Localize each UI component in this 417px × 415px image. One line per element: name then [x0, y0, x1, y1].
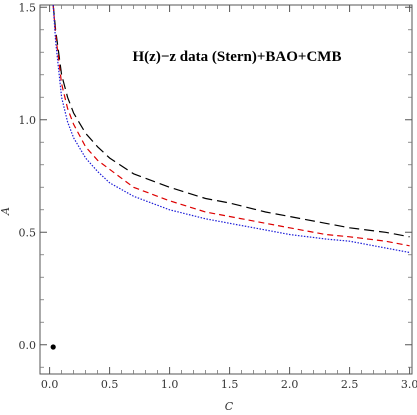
x-tick-label: 1.0: [161, 378, 179, 391]
x-tick-label: 0.0: [41, 378, 59, 391]
chart-title: H(z)−z data (Stern)+BAO+CMB: [133, 49, 342, 65]
points-layer: [50, 344, 56, 350]
ticks-layer: 0.0 0.5 1.0 1.5 2.0 2.5 3.0 0.0 0.5 1.0 1.5: [19, 1, 417, 391]
x-tick-label: 0.5: [101, 378, 119, 391]
plot-frame: [39, 4, 413, 375]
data-point-1: [50, 344, 56, 350]
y-tick-label: 0.5: [19, 226, 37, 239]
series-line-1: [52, 5, 410, 238]
series-layer: [52, 5, 410, 254]
y-tick-label: 1.0: [19, 114, 37, 127]
y-tick-label: 0.0: [19, 339, 37, 352]
x-axis-label: C: [225, 400, 234, 413]
x-tick-label: 3.0: [401, 378, 417, 391]
series-line-3: [52, 5, 410, 254]
y-tick-label: 1.5: [19, 1, 37, 14]
plot-border: [39, 4, 413, 375]
y-axis-label: A: [0, 207, 12, 216]
x-tick-label: 1.5: [221, 378, 239, 391]
series-line-2: [52, 5, 410, 247]
x-tick-label: 2.0: [281, 378, 299, 391]
x-tick-label: 2.5: [341, 378, 359, 391]
